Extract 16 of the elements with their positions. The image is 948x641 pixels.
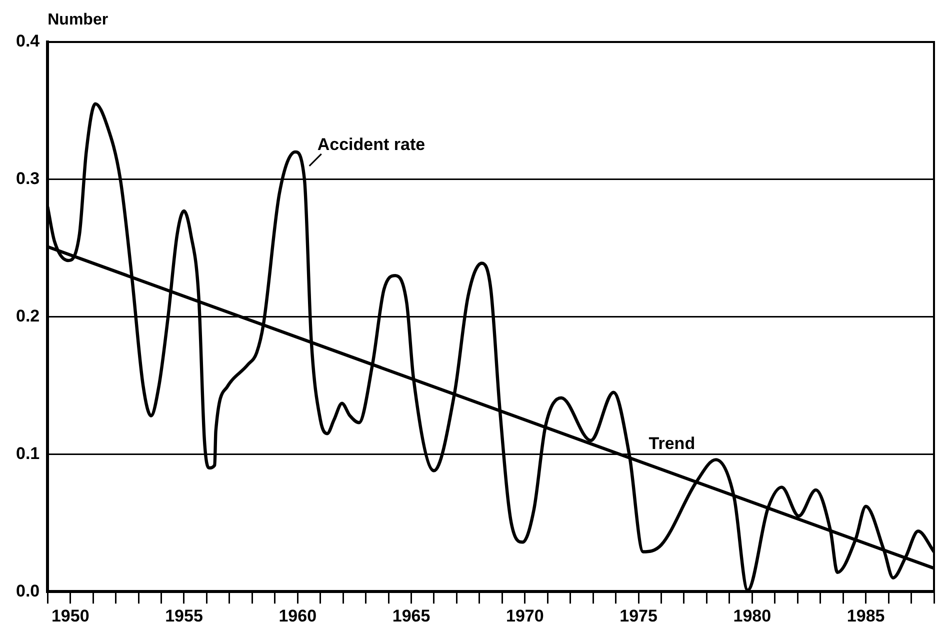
y-tick-label: 0.2 <box>16 306 40 326</box>
x-tick-label: 1985 <box>846 606 885 626</box>
x-tick-label: 1980 <box>733 606 772 626</box>
y-tick-label: 0.3 <box>16 169 40 188</box>
y-tick-label: 0.0 <box>16 581 40 600</box>
x-tick-label: 1960 <box>278 606 317 626</box>
x-tick-label: 1970 <box>506 606 544 626</box>
series-label: Accident rate <box>317 135 426 154</box>
y-axis-title: Number <box>48 11 108 28</box>
x-tick-label: 1965 <box>392 606 430 626</box>
x-tick-label: 1955 <box>165 606 203 626</box>
y-tick-label: 0.4 <box>16 32 40 51</box>
y-tick-label: 0.1 <box>16 444 40 463</box>
x-tick-label: 1975 <box>620 606 658 626</box>
x-tick-label: 1950 <box>51 606 90 626</box>
series-label: Trend <box>648 434 696 454</box>
